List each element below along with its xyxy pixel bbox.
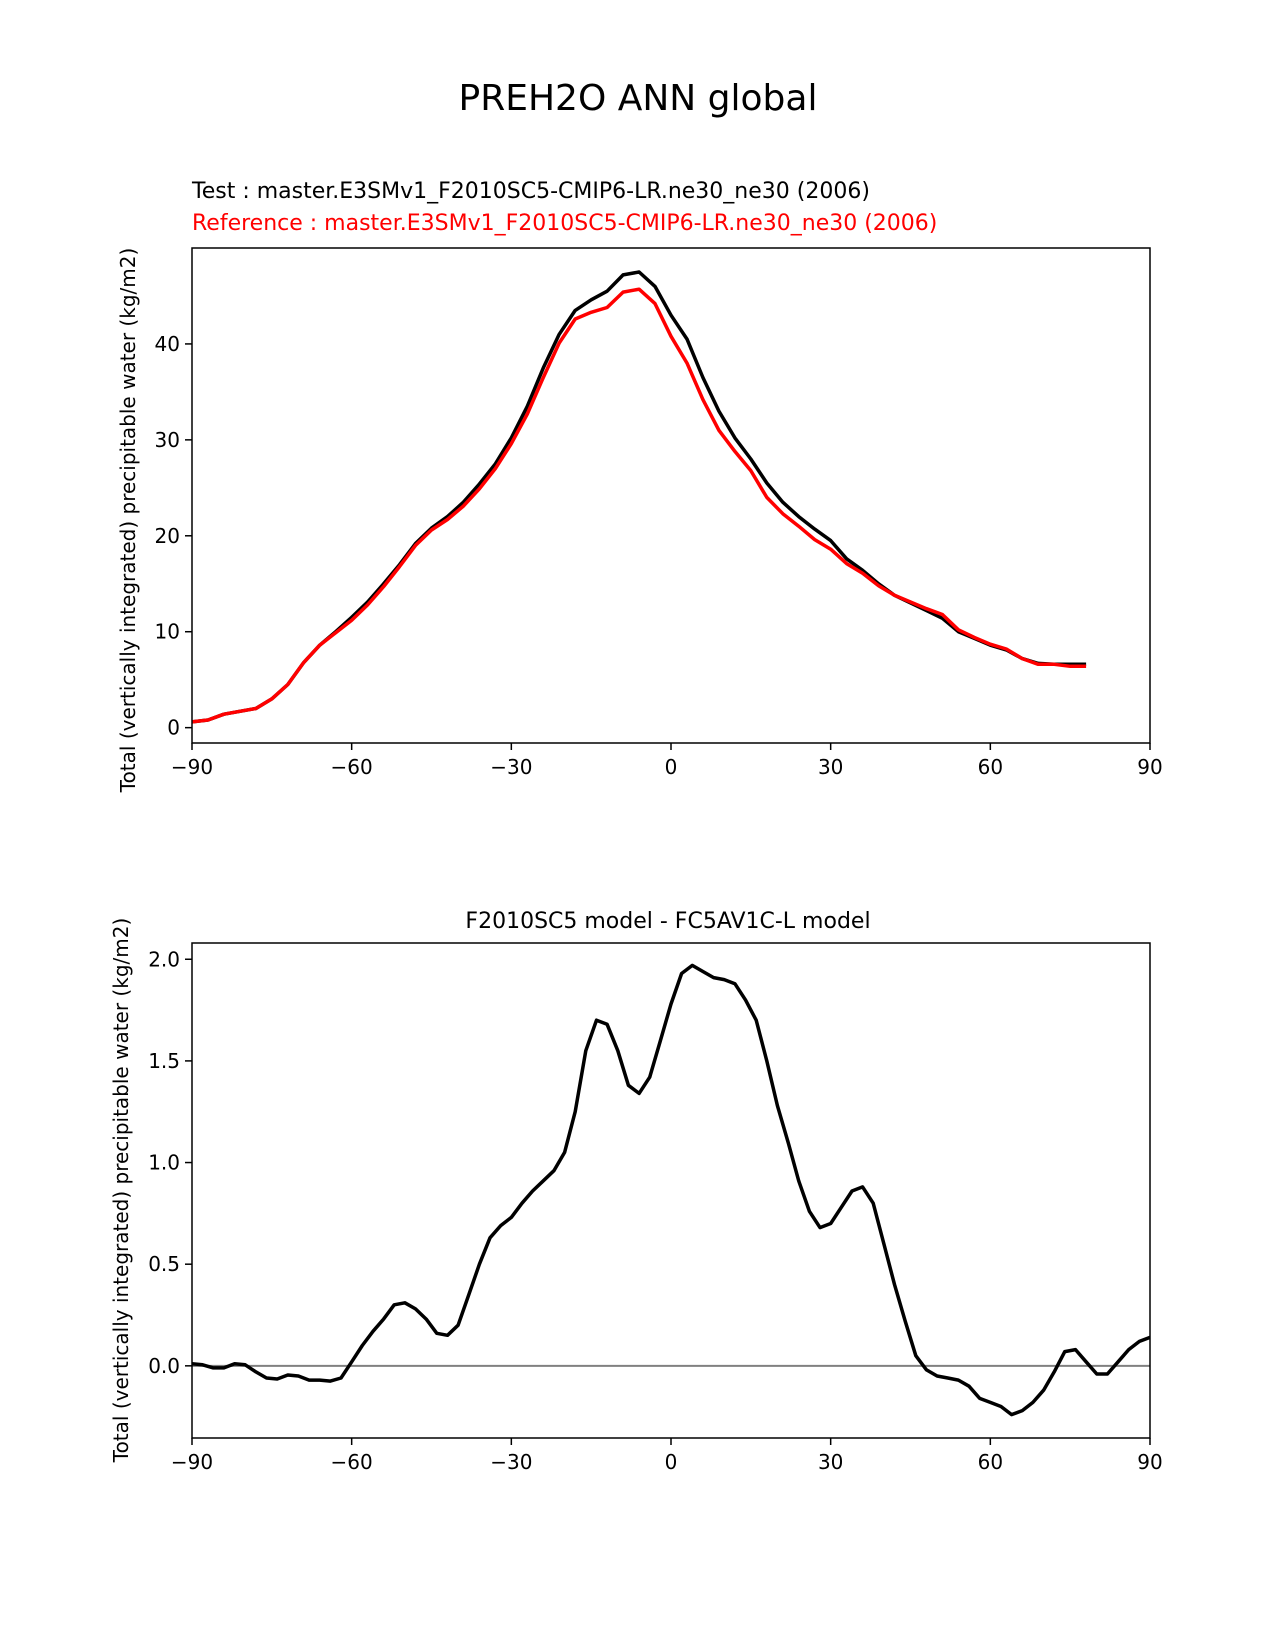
x-tick-label: 90 <box>1137 1450 1162 1474</box>
x-tick-label: 60 <box>978 1450 1003 1474</box>
y-tick-label: 30 <box>155 428 180 452</box>
top-chart-ylabel: Total (vertically integrated) precipitab… <box>116 248 140 794</box>
bottom-chart-ylabel: Total (vertically integrated) precipitab… <box>109 918 133 1464</box>
series-line-reference <box>191 287 1087 724</box>
bottom-chart-title: F2010SC5 model - FC5AV1C-L model <box>465 909 870 934</box>
x-tick-label: 60 <box>978 755 1003 779</box>
y-tick-label: 0 <box>167 716 180 740</box>
x-tick-label: −60 <box>331 1450 373 1474</box>
series-line-difference <box>191 963 1151 1417</box>
x-tick-label: −30 <box>490 1450 532 1474</box>
top-chart-series <box>191 270 1087 724</box>
x-tick-label: 0 <box>665 1450 678 1474</box>
top-chart: Test : master.E3SMv1_F2010SC5-CMIP6-LR.n… <box>116 179 1163 793</box>
top-chart-reference-title: Reference : master.E3SMv1_F2010SC5-CMIP6… <box>192 211 937 236</box>
figure-title: PREH2O ANN global <box>459 78 818 119</box>
top-chart-ticks: −90 −60 −30 0 30 60 90 0 10 20 30 40 <box>155 332 1163 779</box>
top-chart-frame <box>191 247 1151 744</box>
y-tick-label: 2.0 <box>148 947 180 971</box>
y-tick-label: 10 <box>155 620 180 644</box>
bottom-chart: F2010SC5 model - FC5AV1C-L model Total (… <box>109 909 1163 1474</box>
x-tick-label: 30 <box>818 755 843 779</box>
y-tick-label: 20 <box>155 524 180 548</box>
y-tick-label: 1.5 <box>148 1049 180 1073</box>
bottom-chart-series <box>191 963 1151 1417</box>
x-tick-label: −30 <box>490 755 532 779</box>
bottom-chart-ticks: −90 −60 −30 0 30 60 90 0.0 0.5 1.0 1.5 2.0 <box>148 947 1163 1474</box>
y-tick-label: 40 <box>155 332 180 356</box>
x-tick-label: −90 <box>171 755 213 779</box>
top-chart-test-title: Test : master.E3SMv1_F2010SC5-CMIP6-LR.n… <box>191 179 870 204</box>
y-tick-label: 0.5 <box>148 1252 180 1276</box>
x-tick-label: −60 <box>331 755 373 779</box>
y-tick-label: 1.0 <box>148 1151 180 1175</box>
y-tick-label: 0.0 <box>148 1354 180 1378</box>
x-tick-label: 90 <box>1137 755 1162 779</box>
x-tick-label: 30 <box>818 1450 843 1474</box>
x-tick-label: −90 <box>171 1450 213 1474</box>
x-tick-label: 0 <box>665 755 678 779</box>
bottom-chart-frame <box>191 942 1151 1439</box>
